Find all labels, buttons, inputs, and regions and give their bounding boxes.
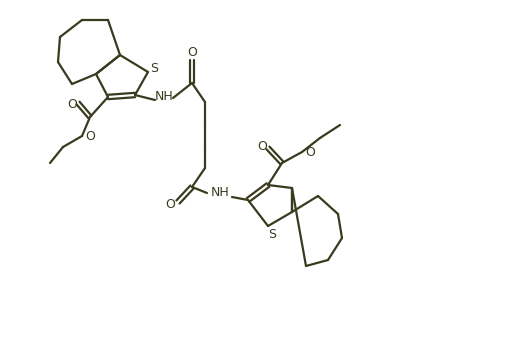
- Text: NH: NH: [155, 90, 173, 104]
- Text: O: O: [305, 146, 315, 159]
- Text: O: O: [187, 45, 197, 58]
- Text: O: O: [257, 140, 267, 153]
- Text: S: S: [150, 62, 158, 75]
- Text: O: O: [67, 98, 77, 111]
- Text: NH: NH: [211, 185, 229, 198]
- Text: S: S: [268, 227, 276, 240]
- Text: O: O: [165, 197, 175, 211]
- Text: O: O: [85, 129, 95, 142]
